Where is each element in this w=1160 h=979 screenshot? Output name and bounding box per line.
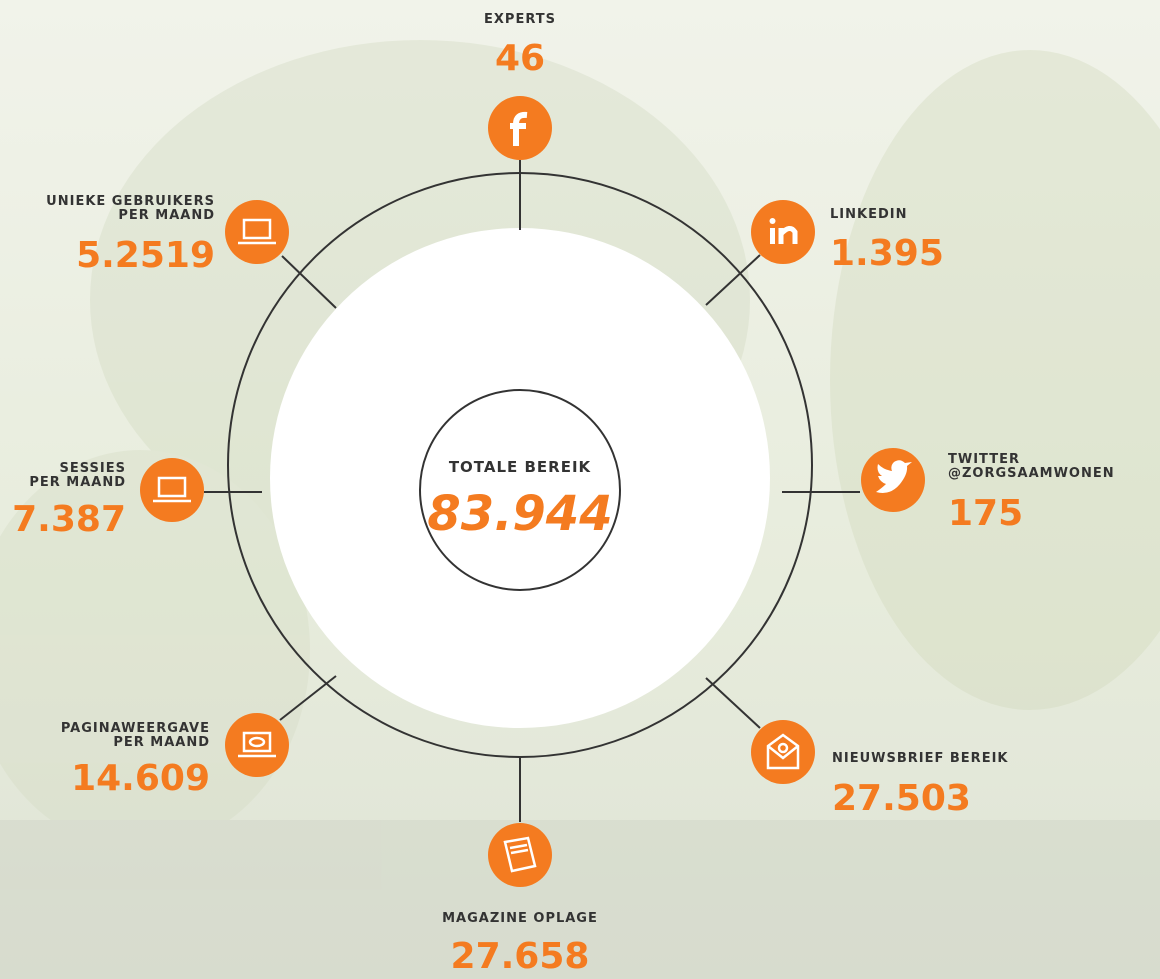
infographic: TOTALE BEREIK 83.944 EXPERTS 46 LINKEDIN… xyxy=(0,0,1160,979)
center-value: 83.944 xyxy=(427,486,612,542)
node-value: 27.503 xyxy=(832,778,971,819)
node-label: PER MAAND xyxy=(113,735,210,750)
node-value: 5.2519 xyxy=(76,235,215,276)
icon-laptop xyxy=(225,200,289,264)
node-value: 14.609 xyxy=(71,758,210,799)
icon-twitter xyxy=(861,448,925,512)
page: {"center": {"label": "TOTALE BEREIK", "v… xyxy=(0,0,1160,979)
node-label: PAGINAWEERGAVE xyxy=(61,721,210,736)
node-label: PER MAAND xyxy=(118,208,215,223)
center-label: TOTALE BEREIK xyxy=(449,458,592,476)
icon-facebook xyxy=(488,96,552,160)
node-label: TWITTER xyxy=(948,452,1020,467)
node-value: 7.387 xyxy=(12,499,126,540)
icon-newsletter xyxy=(751,720,815,784)
node-value: 46 xyxy=(495,38,545,79)
icon-linkedin xyxy=(751,200,815,264)
icon-laptop-eye xyxy=(225,713,289,777)
node-value: 175 xyxy=(948,493,1023,534)
node-label: UNIEKE GEBRUIKERS xyxy=(46,194,215,209)
icon-laptop xyxy=(140,458,204,522)
node-label: @ZORGSAAMWONEN xyxy=(948,466,1115,481)
node-label: MAGAZINE OPLAGE xyxy=(442,911,598,926)
node-label: EXPERTS xyxy=(484,12,556,27)
node-value: 1.395 xyxy=(830,233,944,274)
node-label: SESSIES xyxy=(60,461,126,476)
node-value: 27.658 xyxy=(451,936,590,977)
center-disc xyxy=(270,228,770,728)
node-label: NIEUWSBRIEF BEREIK xyxy=(832,751,1009,766)
node-label: PER MAAND xyxy=(29,475,126,490)
node-label: LINKEDIN xyxy=(830,207,907,222)
icon-magazine xyxy=(488,823,552,887)
